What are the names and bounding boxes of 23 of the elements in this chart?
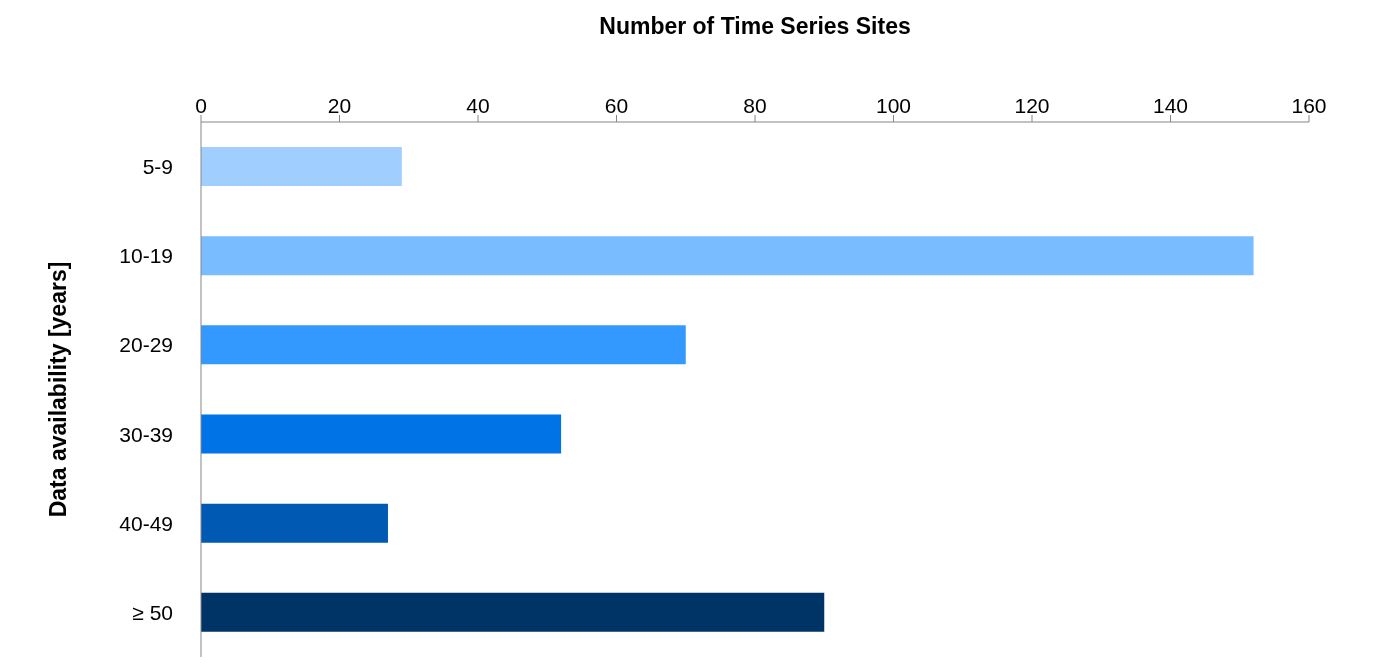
- y-tick-label: 20-29: [119, 333, 173, 357]
- bar: [201, 325, 686, 365]
- y-tick-label: 5-9: [142, 155, 173, 179]
- y-tick-label: ≥ 50: [132, 600, 173, 624]
- x-tick-label: 80: [743, 94, 767, 117]
- y-axis-title: Data availability [years]: [45, 261, 72, 518]
- bar: [201, 236, 1254, 276]
- bar: [201, 592, 825, 632]
- bar: [201, 503, 388, 543]
- bar: [201, 146, 402, 186]
- y-tick-label: 40-49: [119, 511, 173, 535]
- x-tick-label: 100: [875, 94, 912, 117]
- x-tick-label: 20: [327, 94, 352, 117]
- x-tick-label: 40: [466, 94, 490, 117]
- x-tick-label: 60: [604, 94, 629, 117]
- y-tick-label: 30-39: [119, 422, 173, 446]
- x-tick-label: 0: [195, 94, 207, 117]
- x-tick-label: 160: [1291, 94, 1327, 117]
- x-tick-label: 120: [1014, 94, 1050, 117]
- x-axis-title: Number of Time Series Sites: [599, 13, 911, 40]
- bar: [201, 414, 562, 454]
- x-tick-label: 140: [1152, 94, 1189, 117]
- y-tick-label: 10-19: [119, 244, 173, 268]
